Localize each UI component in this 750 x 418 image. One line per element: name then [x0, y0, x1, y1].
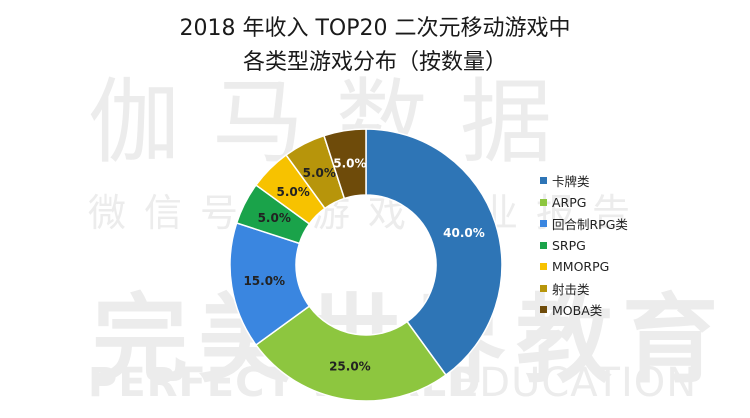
chart-subtitle: 各类型游戏分布（按数量） [242, 50, 507, 75]
legend-swatch [540, 284, 547, 292]
legend-swatch [540, 198, 547, 206]
slice-label-6: 5.0% [333, 156, 366, 170]
slice-label-3: 5.0% [258, 211, 291, 225]
legend-label: MMORPG [552, 259, 610, 275]
legend-item: MOBA类 [540, 299, 628, 321]
legend-item: SRPG [540, 235, 628, 257]
legend-item: MMORPG [540, 256, 628, 278]
slice-label-5: 5.0% [303, 166, 336, 180]
chart-title: 2018 年收入 TOP20 二次元移动游戏中 [179, 16, 571, 41]
legend-item: ARPG [540, 192, 628, 214]
legend-label: 回合制RPG类 [552, 217, 628, 233]
slice-label-1: 25.0% [329, 360, 371, 374]
legend-label: MOBA类 [552, 303, 603, 319]
slice-label-2: 15.0% [243, 274, 285, 288]
legend-item: 卡牌类 [540, 170, 628, 192]
legend-label: 射击类 [552, 281, 590, 297]
legend-swatch [540, 220, 547, 228]
legend-swatch [540, 241, 547, 249]
legend-swatch [540, 263, 547, 271]
legend-label: 卡牌类 [552, 174, 590, 190]
slice-0 [365, 128, 503, 377]
slice-6 [323, 128, 367, 200]
legend-label: ARPG [552, 194, 587, 210]
legend-item: 回合制RPG类 [540, 213, 628, 235]
chart-legend: 卡牌类 ARPG 回合制RPG类 SRPG MMORPG 射击类 MOBA类 [540, 170, 628, 321]
slice-label-0: 40.0% [443, 226, 485, 240]
legend-label: SRPG [552, 237, 586, 253]
slice-label-4: 5.0% [277, 185, 310, 199]
legend-item: 射击类 [540, 278, 628, 300]
legend-swatch [540, 177, 547, 185]
legend-swatch [540, 306, 547, 314]
slice-1 [254, 305, 447, 402]
